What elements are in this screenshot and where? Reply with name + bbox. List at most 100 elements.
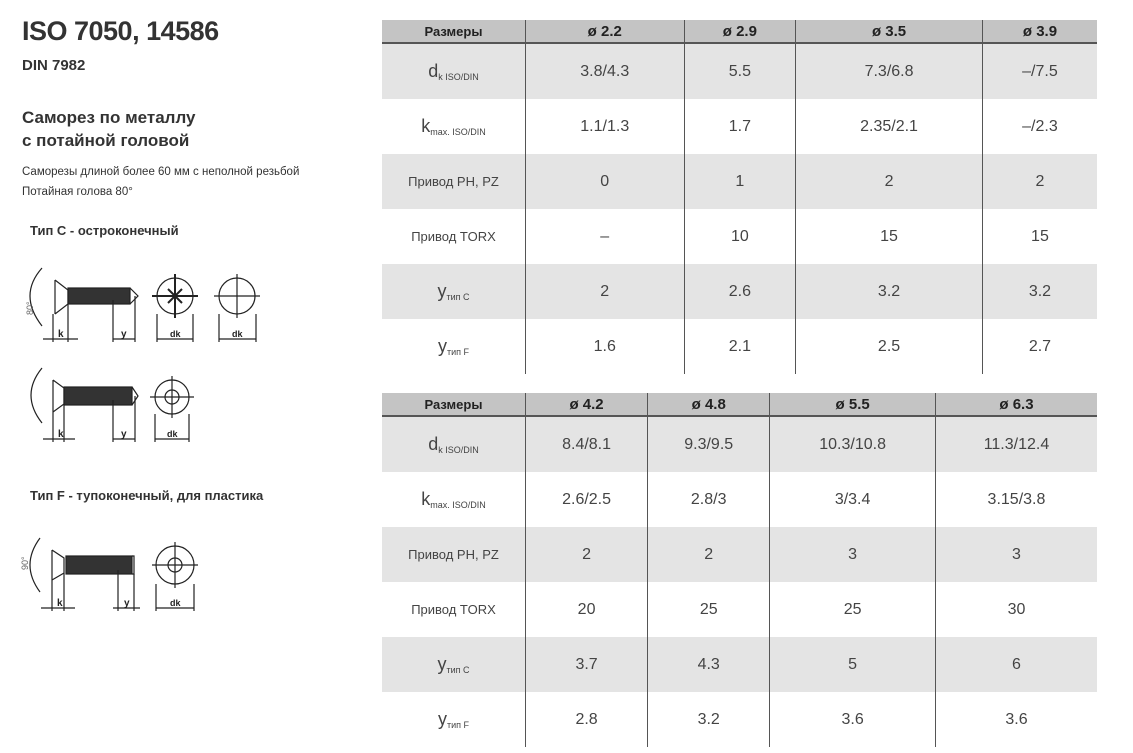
note-thread: Саморезы длиной более 60 мм с неполной р… [22, 166, 300, 178]
cell: 2.8 [524, 692, 648, 747]
table-row-torx: Привод TORX –10 15 15 [382, 209, 1097, 264]
note-head: Потайная голова 80° [22, 186, 133, 198]
cell: 3.6 [769, 692, 936, 747]
header-cell: ø 4.8 [647, 393, 770, 417]
type-c-heading: Тип С - остроконечный [30, 223, 179, 238]
dk-label-f: dk [170, 598, 181, 608]
cell: 3.7 [524, 637, 648, 692]
cell: 2.7 [981, 319, 1097, 374]
dk-label: dk [170, 329, 181, 339]
size-table-1: Размеры ø 2.2 ø 2.9 ø 3.5 ø 3.9 dk ISO/DIN 3.… [382, 20, 1097, 374]
cell: –/7.5 [981, 43, 1097, 99]
cell: 25 [769, 582, 936, 637]
table-header: Размеры ø 2.2 ø 2.9 ø 3.5 ø 3.9 [382, 20, 1097, 44]
screw-type-f-side-view: k y 90° dk [20, 537, 198, 611]
header-cell: ø 4.2 [524, 393, 648, 417]
cell: 7.3/6.8 [795, 43, 983, 99]
cell: 3.6 [934, 692, 1097, 747]
table-row-yf: yтип F 1.6 2.1 2.5 2.7 [382, 319, 1097, 374]
cell: 11.3/12.4 [934, 416, 1097, 472]
product-name: Саморез по металлу с потайной головой [22, 106, 282, 152]
header-cell: ø 2.9 [683, 20, 796, 44]
cell: 3 [769, 527, 936, 582]
row-label: Привод PH, PZ [382, 154, 526, 209]
cell: 3.8/4.3 [525, 43, 684, 99]
type-f-heading: Тип F - тупоконечный, для пластика [30, 488, 264, 503]
cell: 5.5 [683, 43, 796, 99]
din-standard: DIN 7982 [22, 57, 86, 74]
angle-80-label: 80° [25, 301, 35, 315]
table-row-ph: Привод PH, PZ 0 1 2 2 [382, 154, 1097, 209]
table-row-k: kmax. ISO/DIN 2.6/2.5 2.8/3 3/3.4 3.15/3.8 [382, 472, 1097, 527]
row-label: Привод TORX [411, 602, 496, 617]
cell: 30 [934, 582, 1097, 637]
table-row-ph: Привод PH, PZ 2 2 3 3 [382, 527, 1097, 582]
notes: Саморезы длиной более 60 мм с неполной р… [22, 162, 299, 202]
cell: 2.35/2.1 [795, 99, 983, 154]
cell: 2 [525, 264, 684, 319]
cell: 20 [524, 582, 648, 637]
cell: 2 [524, 527, 648, 582]
row-label: dk ISO/DIN [382, 43, 526, 99]
row-label: yтип C [382, 264, 526, 319]
table-row-torx: Привод TORX 20 25 25 30 [382, 582, 1097, 637]
table-row-dk: dk ISO/DIN 3.8/4.3 5.5 7.3/6.8 –/7.5 [382, 43, 1097, 99]
cell: 9.3/9.5 [647, 416, 770, 472]
header-cell: ø 2.2 [525, 20, 684, 44]
cell: 10.3/10.8 [769, 416, 936, 472]
screw-drawings: k y 80° dk dk k y dk k y 90° dk [20, 267, 260, 611]
cell: 2.1 [683, 319, 796, 374]
table-row-k: kmax. ISO/DIN 1.1/1.3 1.7 2.35/2.1 –/2.3 [382, 99, 1097, 154]
row-label: yтип C [382, 637, 526, 692]
cell: 2.8/3 [647, 472, 770, 527]
cell: 5 [769, 637, 936, 692]
cell: 1.6 [525, 319, 684, 374]
cell: 1.7 [683, 99, 796, 154]
table-row-yc: yтип C 3.7 4.3 5 6 [382, 637, 1097, 692]
cell: 1 [683, 154, 796, 209]
cell: 10 [683, 209, 796, 264]
page-title: ISO 7050, 14586 [22, 16, 219, 46]
y-label-3: y [124, 598, 130, 609]
cell: 25 [647, 582, 770, 637]
angle-90-label: 90° [20, 556, 30, 570]
cell: 15 [981, 209, 1097, 264]
k-label-2: k [58, 429, 64, 440]
row-label: kmax. ISO/DIN [421, 116, 486, 137]
header-cell: ø 3.9 [981, 20, 1097, 44]
dk-label-pz: dk [232, 329, 243, 339]
header-cell: ø 3.5 [795, 20, 983, 44]
cell: –/2.3 [981, 99, 1097, 154]
product-name-line2: с потайной головой [22, 131, 190, 150]
cell: 3/3.4 [769, 472, 936, 527]
cell: 3.2 [647, 692, 770, 747]
cell: 2 [795, 154, 983, 209]
cell: 2 [981, 154, 1097, 209]
size-table-2: Размеры ø 4.2 ø 4.8 ø 5.5 ø 6.3 dk ISO/DIN 8.… [382, 393, 1097, 747]
cell: 3 [934, 527, 1097, 582]
product-name-line1: Саморез по металлу [22, 108, 196, 127]
table-row-yc: yтип C 2 2.6 3.2 3.2 [382, 264, 1097, 319]
table-row-dk: dk ISO/DIN 8.4/8.1 9.3/9.5 10.3/10.8 11.3/12… [382, 416, 1097, 472]
row-label: kmax. ISO/DIN [421, 489, 486, 510]
cell: 3.2 [981, 264, 1097, 319]
cell: 2.6/2.5 [524, 472, 648, 527]
cell: 2.6 [683, 264, 796, 319]
row-label: yтип F [437, 336, 470, 357]
table-header: Размеры ø 4.2 ø 4.8 ø 5.5 ø 6.3 [382, 393, 1097, 417]
cell: 0 [525, 154, 684, 209]
screw-torx-side-view: k y dk [30, 367, 194, 442]
cell: 1.1/1.3 [525, 99, 684, 154]
cell: 4.3 [647, 637, 770, 692]
row-label: yтип F [437, 709, 470, 730]
row-label: Привод PH, PZ [382, 527, 526, 582]
y-label: y [121, 329, 127, 340]
cell: 2.5 [795, 319, 983, 374]
screw-phillips-side-view: k y 80° [25, 267, 139, 342]
row-label: dk ISO/DIN [382, 416, 526, 472]
y-label-2: y [121, 429, 127, 440]
cell: 3.2 [795, 264, 983, 319]
header-cell: Размеры [382, 20, 526, 44]
dk-label-torx: dk [167, 429, 178, 439]
header-cell: ø 5.5 [769, 393, 936, 417]
